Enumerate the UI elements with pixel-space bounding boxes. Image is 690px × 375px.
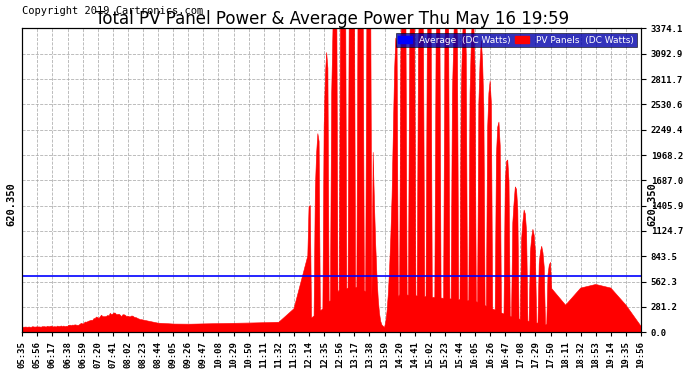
Text: Copyright 2019 Cartronics.com: Copyright 2019 Cartronics.com (22, 6, 204, 16)
Title: Total PV Panel Power & Average Power Thu May 16 19:59: Total PV Panel Power & Average Power Thu… (95, 10, 569, 28)
Legend: Average  (DC Watts), PV Panels  (DC Watts): Average (DC Watts), PV Panels (DC Watts) (395, 33, 637, 47)
Text: 620.350: 620.350 (647, 183, 658, 226)
Text: 620.350: 620.350 (6, 183, 16, 226)
